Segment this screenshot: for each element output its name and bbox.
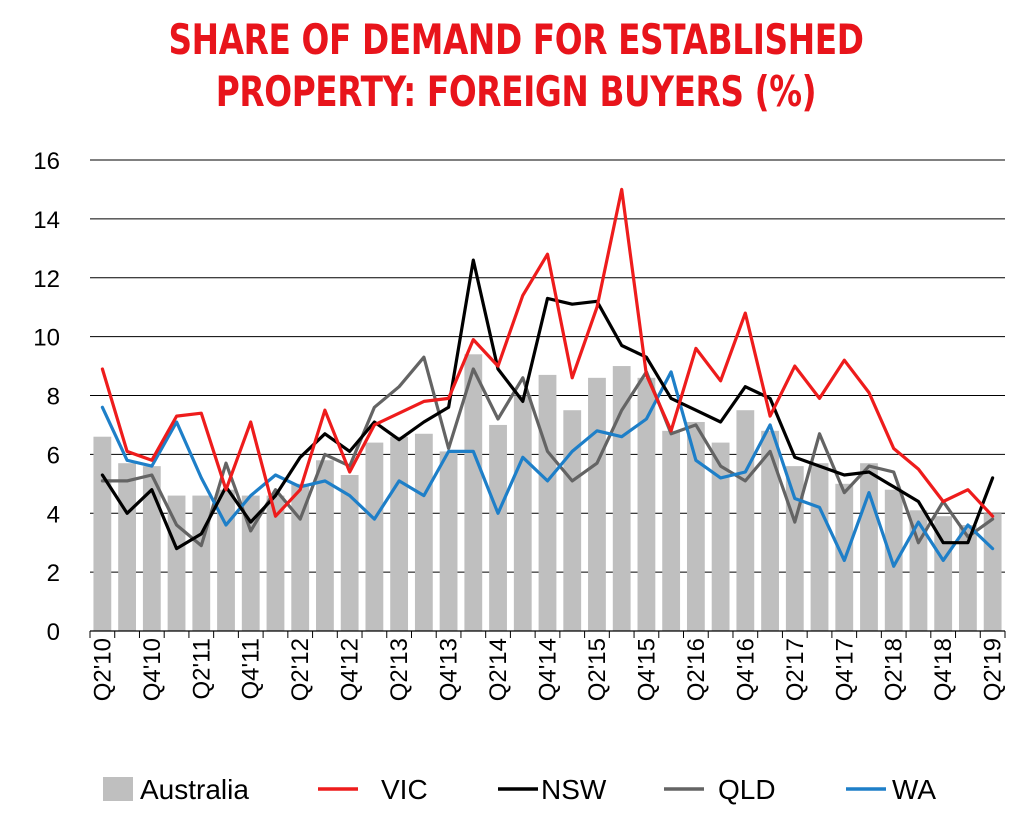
bar-australia-Q313 [414,433,433,631]
bar-australia-Q113 [365,442,384,631]
bar-australia-Q413 [439,451,458,631]
x-tick-label-Q416: Q4'16 [732,638,759,701]
line-layer [100,187,995,568]
x-tick-label-Q212: Q2'12 [287,638,314,701]
bar-australia-Q216 [686,421,705,631]
line-qld [100,355,995,548]
bar-australia-Q213 [390,436,409,631]
x-tick-label-Q412: Q4'12 [337,638,364,701]
x-tick-label-Q210: Q2'10 [89,638,116,701]
x-tick-label-Q418: Q4'18 [930,638,957,701]
y-tick-label-0: 0 [47,619,60,646]
x-tick-label-Q417: Q4'17 [831,638,858,701]
x-tick-label-Q213: Q2'13 [386,638,413,701]
bar-australia-Q114 [464,354,483,631]
legend-swatch-australia [103,777,133,801]
y-tick-label-2: 2 [47,560,60,587]
x-tick-label-Q410: Q4'10 [139,638,166,701]
chart-title-line-2: PROPERTY: FOREIGN BUYERS (%) [215,67,817,116]
bar-australia-Q418 [934,516,953,631]
bar-australia-Q410 [142,466,161,631]
bar-australia-Q115 [563,410,582,631]
axis-layer: 0 2 4 6 8 10 12 14 16 Q2'10 Q4'10 Q2'11 Q4'11 Q2'12 Q4… [33,148,1006,701]
x-tick-label-Q414: Q4'14 [535,638,562,701]
x-tick-label-Q219: Q2'19 [980,638,1007,701]
bar-australia-Q412 [340,474,359,631]
x-tick-label-Q411: Q4'11 [238,638,265,700]
legend-label-vic: VIC [381,774,428,805]
y-tick-label-6: 6 [47,442,60,469]
legend: Australia VIC NSW QLD WA [103,774,936,805]
y-tick-label-4: 4 [47,501,60,528]
legend-label-australia: Australia [140,774,249,805]
chart-title: SHARE OF DEMAND FOR ESTABLISHED PROPERTY… [114,14,919,118]
legend-label-qld: QLD [718,774,776,805]
bar-australia-Q414 [538,374,557,631]
bar-australia-Q317 [810,463,829,631]
bar-australia-Q112 [266,495,285,631]
bar-australia-Q211 [192,495,211,631]
y-tick-label-8: 8 [47,384,60,411]
bar-australia-Q210 [93,436,112,631]
y-tick-label-10: 10 [33,325,60,352]
chart-title-line-1: SHARE OF DEMAND FOR ESTABLISHED [168,15,864,64]
bar-australia-Q318 [909,510,928,631]
x-tick-label-Q413: Q4'13 [436,638,463,701]
bar-australia-Q310 [118,463,136,631]
x-tick-label-Q218: Q2'18 [881,638,908,701]
bar-australia-Q315 [612,366,631,631]
x-tick-label-Q214: Q2'14 [485,638,512,701]
bar-australia-Q219 [983,513,1002,631]
bar-australia-Q116 [662,430,681,631]
line-vic [100,187,995,518]
bar-australia-Q411 [241,495,260,631]
bar-australia-Q415 [637,377,656,631]
x-tick-label-Q216: Q2'16 [683,638,710,701]
x-tick-label-Q415: Q4'15 [633,638,660,701]
legend-label-nsw: NSW [541,774,607,805]
y-tick-label-14: 14 [33,207,60,234]
bar-australia-Q316 [711,442,730,631]
bar-australia-Q416 [736,410,755,631]
bar-australia-Q314 [513,395,532,631]
line-wa [100,370,995,568]
bar-australia-Q214 [489,424,507,631]
x-tick-label-Q211: Q2'11 [188,638,215,700]
bar-australia-Q215 [588,377,606,631]
x-tick-label-Q217: Q2'17 [782,638,809,701]
bar-australia-Q117 [761,430,779,631]
bar-australia-Q212 [291,483,310,631]
y-tick-label-12: 12 [33,266,60,293]
bar-australia-Q218 [884,489,903,631]
bar-australia-Q119 [959,525,977,631]
bar-australia-Q311 [217,489,235,631]
bar-australia-Q312 [316,460,334,631]
y-tick-label-16: 16 [33,148,60,175]
bar-australia-Q118 [860,463,878,631]
bar-australia-Q217 [785,466,804,631]
legend-label-wa: WA [892,774,936,805]
line-nsw [100,258,995,551]
x-tick-label-Q215: Q2'15 [584,638,611,701]
